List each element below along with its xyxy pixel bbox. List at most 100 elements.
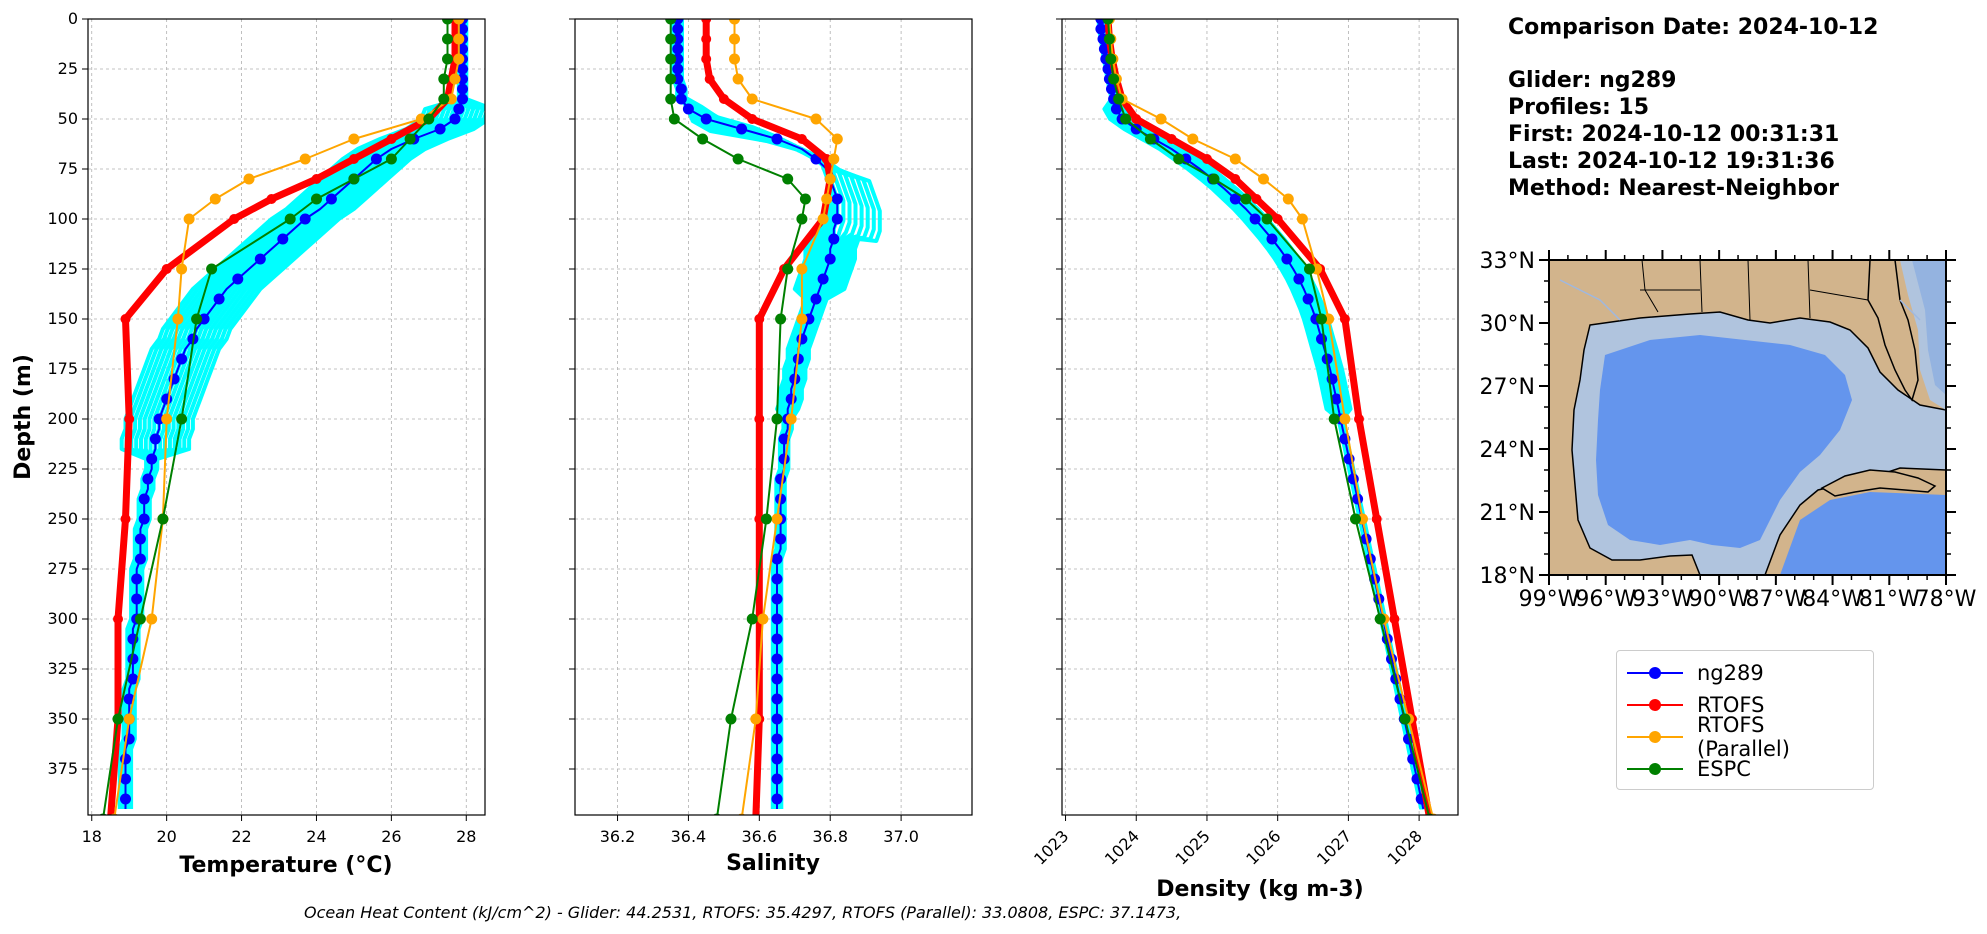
data-point [1316, 313, 1327, 325]
data-point [1354, 414, 1364, 424]
y-tick-label: 300 [47, 609, 78, 628]
data-point [682, 103, 694, 115]
x-tick-label: 1026 [1242, 826, 1284, 868]
salinity-axis-label: Salinity [726, 851, 820, 876]
x-tick-label: 1027 [1313, 826, 1355, 868]
data-point [1302, 293, 1314, 305]
data-point [1282, 193, 1294, 205]
data-point [134, 533, 146, 545]
data-point [1266, 233, 1278, 245]
map-state-borders [1640, 260, 1869, 321]
data-point [746, 93, 758, 105]
ocean-heat-content: Ocean Heat Content (kJ/cm^2) - Glider: 4… [304, 903, 1182, 922]
plot-area [1095, 19, 1438, 815]
data-point [701, 34, 712, 44]
map-frame [1548, 259, 1947, 576]
data-point [457, 63, 468, 75]
legend-swatch [1627, 759, 1683, 779]
x-tick-label: 1025 [1172, 826, 1214, 868]
data-point [675, 93, 687, 105]
data-point [796, 213, 808, 225]
data-point [348, 133, 360, 145]
data-point [810, 113, 822, 125]
data-point [701, 54, 712, 64]
data-point [1106, 83, 1117, 95]
data-point [701, 19, 712, 24]
legend-label: RTOFS [1697, 693, 1765, 717]
data-point [213, 293, 225, 305]
data-point [325, 193, 337, 205]
data-point [771, 773, 783, 785]
data-point [1105, 53, 1117, 65]
legend-item-rtofs: RTOFS [1627, 689, 1863, 721]
data-point [120, 514, 131, 524]
data-point [438, 93, 450, 105]
data-point [442, 19, 453, 25]
data-point [1229, 193, 1241, 205]
data-point [665, 53, 677, 65]
data-point [146, 613, 158, 625]
data-point [157, 513, 169, 525]
data-point [112, 713, 124, 725]
data-point [771, 613, 783, 625]
data-point [134, 613, 146, 625]
data-point [243, 173, 255, 185]
x-tick-label: 1024 [1101, 826, 1143, 868]
temperature-panel: 18 20 22 24 26 28 0 25 50 75 100 125 150 175 200 225 250… [47, 9, 486, 846]
data-point [1399, 713, 1411, 725]
data-point [750, 713, 762, 725]
data-point [206, 263, 218, 275]
data-point [1240, 193, 1252, 205]
data-point [1339, 413, 1351, 425]
lat-tick-label: 27°N [1480, 375, 1535, 400]
data-point [697, 133, 709, 145]
map-ticks: 33°N 30°N 27°N 24°N 21°N 18°N99°W96°W93°W90°W… [1480, 249, 1977, 612]
data-point [134, 553, 146, 565]
data-point [1249, 213, 1261, 225]
data-point [348, 154, 359, 164]
data-point [771, 633, 783, 645]
x-tick-label: 22 [231, 827, 251, 846]
data-point [828, 153, 840, 165]
map-rivers [1559, 279, 1921, 321]
data-point [176, 413, 188, 425]
data-point [771, 693, 783, 705]
data-point [1374, 613, 1386, 625]
lat-tick-label: 21°N [1480, 501, 1535, 526]
x-tick-label: 36.8 [812, 827, 848, 846]
lon-tick-label: 96°W [1575, 587, 1636, 612]
data-point [817, 213, 829, 225]
data-point [1272, 214, 1283, 224]
data-point [176, 263, 188, 275]
data-point [1304, 263, 1315, 275]
legend-swatch [1627, 695, 1683, 715]
data-point [1155, 113, 1167, 125]
map-caribbean [1780, 492, 1946, 575]
data-point [771, 653, 783, 665]
x-tick-label: 20 [156, 827, 176, 846]
data-point [736, 123, 748, 135]
data-point [209, 193, 221, 205]
map-gulf-deep [1596, 335, 1852, 548]
data-point [161, 393, 173, 405]
lon-tick-label: 84°W [1802, 587, 1863, 612]
data-point [120, 314, 131, 324]
map-atlantic-deep [1912, 260, 1946, 395]
density-panel: 1023 1024 1025 1026 1027 1028 [1030, 18, 1459, 869]
data-point [1208, 173, 1220, 185]
data-point [131, 593, 143, 605]
data-point [821, 193, 833, 205]
data-point [704, 74, 715, 84]
data-point [348, 173, 360, 185]
comparison-date: Comparison Date: 2024-10-12 [1508, 15, 1879, 40]
data-point [453, 33, 465, 45]
data-point [254, 253, 266, 265]
data-point [449, 113, 461, 125]
data-point [1229, 153, 1241, 165]
y-tick-label: 200 [47, 409, 78, 428]
legend-label: RTOFS (Parallel) [1697, 713, 1790, 761]
data-point [817, 273, 829, 285]
data-point [442, 53, 453, 65]
data-point [754, 414, 765, 424]
data-point [457, 93, 468, 105]
